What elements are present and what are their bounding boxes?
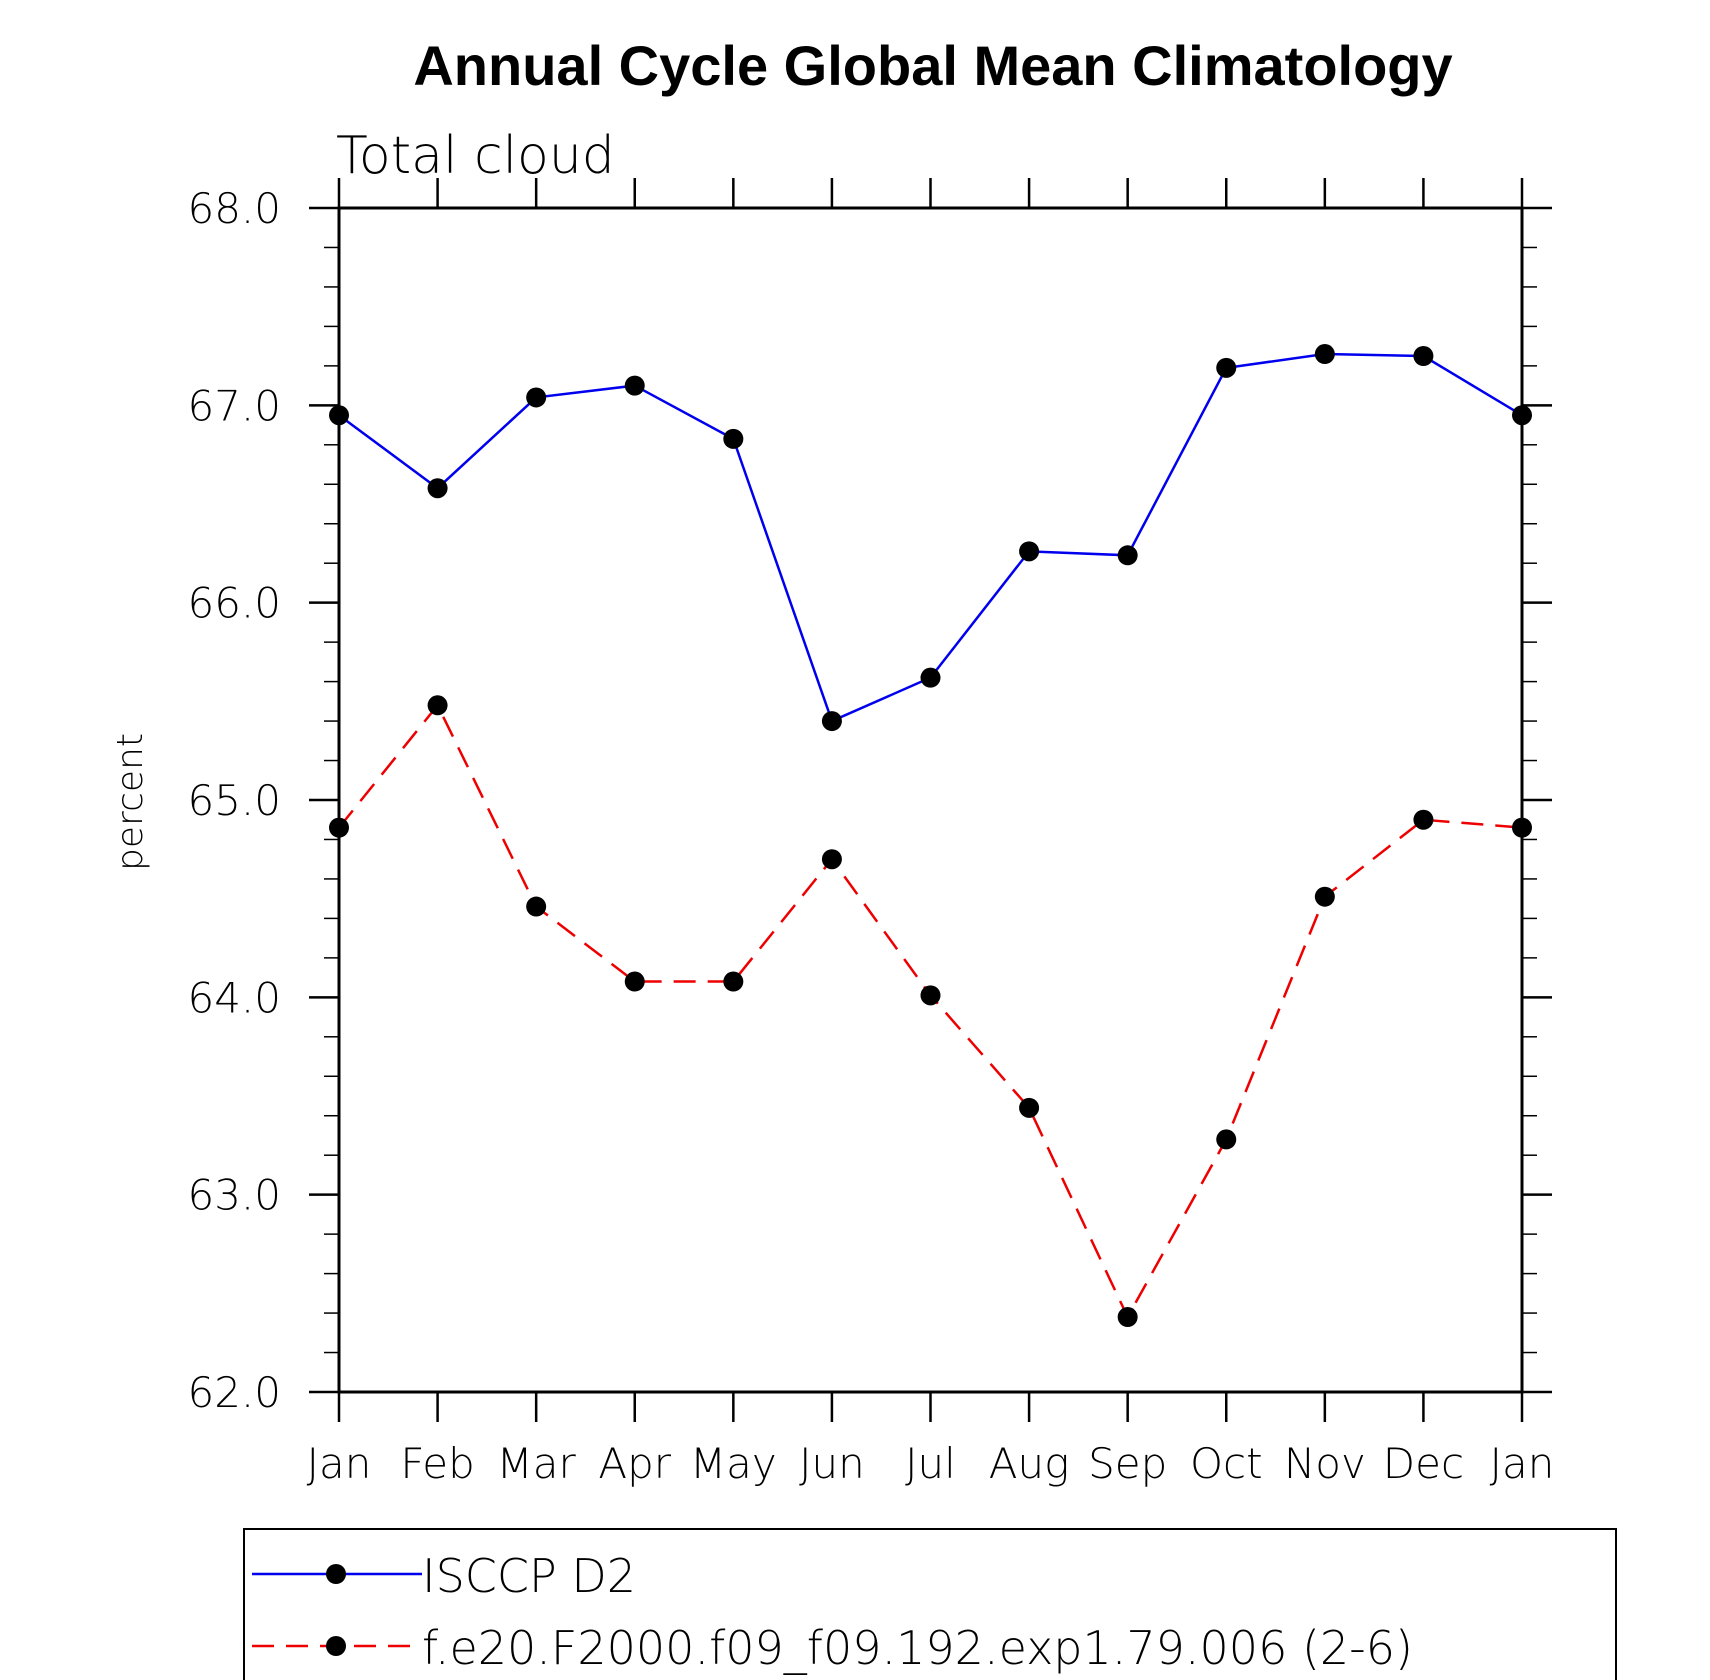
series-1-point (920, 985, 941, 1006)
series-1-point (624, 971, 645, 992)
series-1-point (1413, 809, 1434, 830)
legend-label-isccp: ISCCP D2 (422, 1549, 636, 1603)
x-tick-label: Sep (1088, 1439, 1167, 1488)
series-1-point (1512, 817, 1532, 838)
y-tick-label: 64.0 (187, 973, 281, 1022)
x-tick-labels: Jan Feb Mar Apr May Jun Jul Aug Sep Oct Nov Dec Jan (307, 1439, 1555, 1488)
series-0-point (1512, 405, 1532, 426)
series-1-point (723, 971, 744, 992)
x-tick-label: Dec (1383, 1439, 1464, 1488)
x-tick-label: Aug (989, 1439, 1070, 1488)
chart-title: Annual Cycle Global Mean Climatology (413, 34, 1452, 97)
series-0-point (1019, 541, 1040, 562)
y-tick-label: 67.0 (187, 381, 281, 430)
series-0-point (723, 428, 744, 449)
x-tick-label: Jul (905, 1439, 956, 1488)
series-0-point (1413, 346, 1434, 366)
series-1-point (1314, 886, 1335, 907)
series-layer (329, 344, 1532, 1328)
series-1-point (526, 896, 547, 917)
y-axis-label: percent (110, 733, 151, 871)
x-tick-label: Mar (497, 1439, 577, 1488)
x-tick-label: Jan (307, 1439, 372, 1488)
series-1-point (1216, 1129, 1237, 1150)
axis-ticks (309, 178, 1552, 1422)
x-tick-label: Nov (1284, 1439, 1366, 1488)
y-tick-labels: 62.0 63.0 64.0 65.0 66.0 67.0 68.0 (187, 184, 281, 1417)
series-0-point (1216, 357, 1237, 378)
legend-label-model: f.e20.F2000.f09_f09.192.exp1.79.006 (2-6… (422, 1621, 1413, 1675)
x-tick-label: Apr (598, 1439, 671, 1488)
series-1-point (1117, 1307, 1138, 1328)
series-0-point (1314, 344, 1335, 365)
legend-marker-model (326, 1636, 346, 1656)
y-tick-label: 63.0 (187, 1171, 281, 1220)
series-line-0 (338, 352, 1523, 723)
series-0-point (427, 478, 448, 499)
x-tick-label: Feb (400, 1439, 474, 1488)
legend-marker-isccp (326, 1564, 346, 1584)
legend-box (243, 1528, 1617, 1680)
y-tick-label: 65.0 (187, 776, 281, 825)
series-0-point (821, 711, 842, 732)
legend: ISCCP D2 f.e20.F2000.f09_f09.192.exp1.79… (243, 1528, 1617, 1680)
series-line-1 (338, 702, 1523, 1320)
x-tick-label: Jan (1490, 1439, 1555, 1488)
x-tick-label: May (690, 1439, 777, 1488)
series-1-point (329, 817, 349, 838)
series-0-point (329, 405, 349, 426)
y-tick-label: 62.0 (187, 1368, 281, 1417)
series-1-point (821, 849, 842, 870)
series-1-point (1019, 1097, 1040, 1118)
plot-frame (337, 206, 1524, 1394)
series-0-point (1117, 545, 1138, 566)
x-tick-label: Oct (1190, 1439, 1263, 1488)
series-1-point (427, 695, 448, 716)
x-tick-label: Jun (799, 1439, 865, 1488)
series-0-point (624, 375, 645, 396)
y-tick-label: 66.0 (187, 579, 281, 628)
y-tick-label: 68.0 (187, 184, 281, 233)
series-0-point (526, 387, 547, 408)
series-0-point (920, 667, 941, 688)
chart-subtitle: Total cloud (336, 126, 615, 186)
